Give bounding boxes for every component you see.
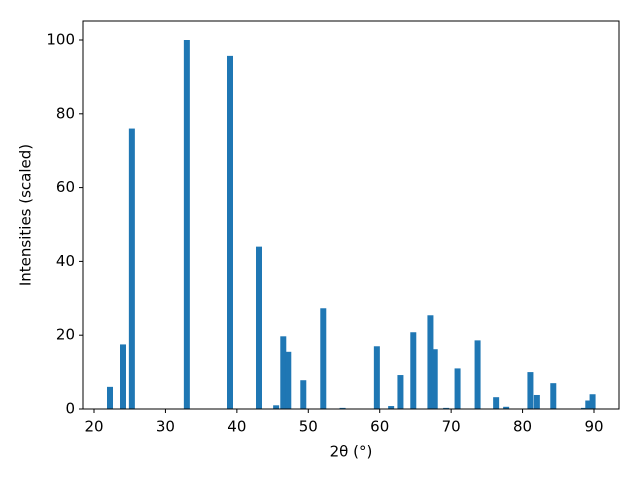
x-tick-label: 30 (156, 418, 175, 436)
bar (503, 406, 510, 409)
bar (227, 55, 233, 410)
bar (397, 375, 404, 409)
bar (454, 368, 461, 409)
bar (427, 315, 434, 409)
bar (589, 394, 596, 409)
bar (273, 405, 280, 409)
bar (120, 344, 126, 409)
bar (183, 40, 190, 410)
y-tick-label: 40 (56, 252, 75, 270)
y-axis-label: Intensities (scaled) (17, 144, 35, 286)
bar (128, 128, 135, 409)
bar (373, 346, 380, 409)
x-tick-label: 50 (299, 418, 318, 436)
bar (527, 372, 534, 409)
x-tick-label: 20 (84, 418, 103, 436)
x-tick-label: 80 (513, 418, 532, 436)
bar (410, 332, 417, 409)
bar (320, 308, 327, 409)
bar (285, 351, 292, 409)
y-tick-label: 80 (56, 104, 75, 122)
bar (431, 349, 438, 409)
bar (280, 336, 287, 409)
x-tick-label: 90 (584, 418, 603, 436)
bar (256, 246, 262, 409)
x-tick-label: 60 (370, 418, 389, 436)
y-tick-label: 20 (56, 326, 75, 344)
bar (388, 406, 395, 409)
bar (474, 340, 481, 409)
y-tick-label: 100 (46, 31, 75, 49)
bar (585, 400, 592, 409)
bar (533, 394, 540, 409)
x-axis-label: 2θ (°) (330, 443, 373, 461)
bar (550, 383, 557, 409)
plot-frame (82, 20, 620, 410)
y-tick-label: 60 (56, 178, 75, 196)
y-tick-label: 0 (65, 400, 75, 418)
x-tick-label: 40 (227, 418, 246, 436)
bar (493, 397, 500, 409)
x-tick-label: 70 (442, 418, 461, 436)
bar (107, 386, 113, 409)
bar (300, 380, 307, 409)
bar (339, 407, 346, 409)
bar (443, 407, 450, 409)
bar (581, 407, 587, 409)
